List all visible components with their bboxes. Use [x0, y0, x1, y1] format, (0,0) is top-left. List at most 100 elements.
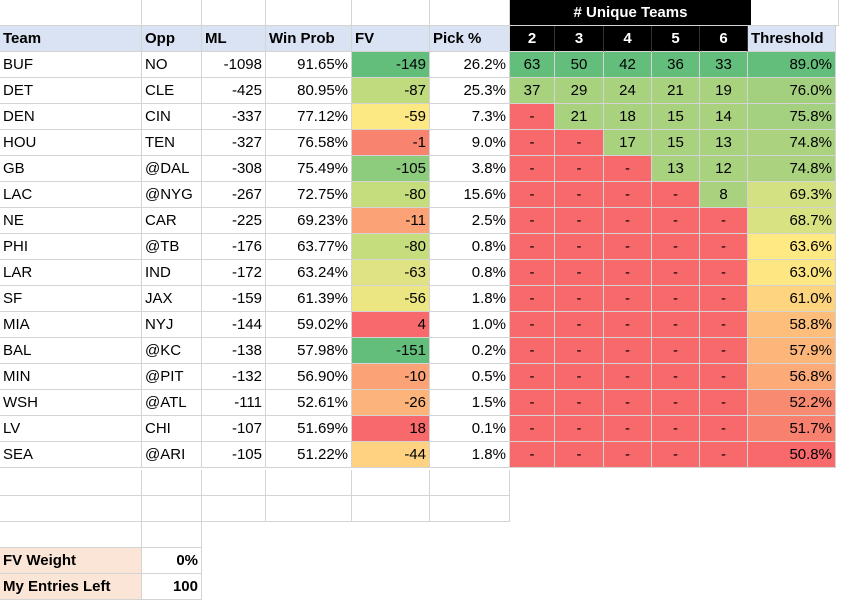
cell-opp[interactable]: CLE: [142, 78, 202, 104]
cell-unique-2[interactable]: -: [510, 312, 555, 338]
cell-unique-5[interactable]: -: [652, 312, 700, 338]
header-opp[interactable]: Opp: [142, 26, 202, 52]
cell-unique-2[interactable]: -: [510, 338, 555, 364]
cell-unique-3[interactable]: -: [555, 416, 604, 442]
cell-fv[interactable]: -1: [352, 130, 430, 156]
cell-unique-6[interactable]: -: [700, 234, 748, 260]
cell-opp[interactable]: CAR: [142, 208, 202, 234]
cell-fv[interactable]: -105: [352, 156, 430, 182]
cell-pick[interactable]: 9.0%: [430, 130, 510, 156]
cell-opp[interactable]: CIN: [142, 104, 202, 130]
cell-unique-4[interactable]: -: [604, 338, 652, 364]
cell-fv[interactable]: -44: [352, 442, 430, 468]
header-pick[interactable]: Pick %: [430, 26, 510, 52]
cell-unique-4[interactable]: -: [604, 312, 652, 338]
cell-threshold[interactable]: 74.8%: [748, 156, 836, 182]
cell-team[interactable]: LAR: [0, 260, 142, 286]
cell-unique-2[interactable]: -: [510, 156, 555, 182]
cell-unique-6[interactable]: -: [700, 364, 748, 390]
header-unique-2[interactable]: 2: [510, 26, 555, 52]
cell-empty[interactable]: [142, 0, 202, 26]
cell-opp[interactable]: @PIT: [142, 364, 202, 390]
cell-unique-4[interactable]: -: [604, 442, 652, 468]
cell-pick[interactable]: 26.2%: [430, 52, 510, 78]
fv-weight-label[interactable]: FV Weight: [0, 548, 142, 574]
cell-unique-3[interactable]: 29: [555, 78, 604, 104]
cell-unique-6[interactable]: -: [700, 286, 748, 312]
header-unique-4[interactable]: 4: [604, 26, 652, 52]
cell-winprob[interactable]: 51.69%: [266, 416, 352, 442]
cell-threshold[interactable]: 56.8%: [748, 364, 836, 390]
cell-threshold[interactable]: 75.8%: [748, 104, 836, 130]
cell-unique-2[interactable]: 63: [510, 52, 555, 78]
cell-winprob[interactable]: 57.98%: [266, 338, 352, 364]
cell-unique-6[interactable]: 33: [700, 52, 748, 78]
cell-threshold[interactable]: 68.7%: [748, 208, 836, 234]
cell-team[interactable]: BAL: [0, 338, 142, 364]
cell-unique-5[interactable]: -: [652, 416, 700, 442]
cell-winprob[interactable]: 63.24%: [266, 260, 352, 286]
cell-unique-2[interactable]: -: [510, 286, 555, 312]
cell-team[interactable]: GB: [0, 156, 142, 182]
cell-unique-6[interactable]: -: [700, 390, 748, 416]
cell-unique-4[interactable]: -: [604, 364, 652, 390]
cell-fv[interactable]: -10: [352, 364, 430, 390]
cell-unique-2[interactable]: -: [510, 104, 555, 130]
cell-unique-2[interactable]: -: [510, 234, 555, 260]
fv-weight-value[interactable]: 0%: [142, 548, 202, 574]
cell-unique-3[interactable]: -: [555, 312, 604, 338]
cell-opp[interactable]: CHI: [142, 416, 202, 442]
cell-team[interactable]: SEA: [0, 442, 142, 468]
cell-winprob[interactable]: 56.90%: [266, 364, 352, 390]
cell-unique-5[interactable]: 13: [652, 156, 700, 182]
cell-unique-2[interactable]: -: [510, 364, 555, 390]
cell-winprob[interactable]: 61.39%: [266, 286, 352, 312]
cell-empty[interactable]: [142, 522, 202, 548]
cell-unique-6[interactable]: 13: [700, 130, 748, 156]
cell-pick[interactable]: 0.8%: [430, 260, 510, 286]
cell-empty[interactable]: [202, 470, 266, 496]
cell-opp[interactable]: @TB: [142, 234, 202, 260]
cell-opp[interactable]: NO: [142, 52, 202, 78]
cell-team[interactable]: NE: [0, 208, 142, 234]
cell-unique-6[interactable]: 19: [700, 78, 748, 104]
cell-unique-4[interactable]: -: [604, 390, 652, 416]
cell-empty[interactable]: [142, 496, 202, 522]
cell-empty[interactable]: [751, 0, 839, 26]
cell-team[interactable]: PHI: [0, 234, 142, 260]
header-unique-5[interactable]: 5: [652, 26, 700, 52]
cell-unique-3[interactable]: -: [555, 260, 604, 286]
cell-pick[interactable]: 0.8%: [430, 234, 510, 260]
header-threshold[interactable]: Threshold: [748, 26, 836, 52]
cell-empty[interactable]: [352, 496, 430, 522]
cell-winprob[interactable]: 51.22%: [266, 442, 352, 468]
cell-unique-3[interactable]: -: [555, 130, 604, 156]
cell-threshold[interactable]: 57.9%: [748, 338, 836, 364]
unique-teams-header[interactable]: # Unique Teams: [510, 0, 751, 26]
cell-team[interactable]: DEN: [0, 104, 142, 130]
cell-threshold[interactable]: 50.8%: [748, 442, 836, 468]
cell-team[interactable]: WSH: [0, 390, 142, 416]
cell-threshold[interactable]: 51.7%: [748, 416, 836, 442]
cell-fv[interactable]: 4: [352, 312, 430, 338]
header-unique-6[interactable]: 6: [700, 26, 748, 52]
cell-unique-4[interactable]: 18: [604, 104, 652, 130]
cell-unique-3[interactable]: 21: [555, 104, 604, 130]
cell-opp[interactable]: IND: [142, 260, 202, 286]
cell-unique-3[interactable]: -: [555, 338, 604, 364]
cell-unique-5[interactable]: -: [652, 338, 700, 364]
cell-ml[interactable]: -138: [202, 338, 266, 364]
cell-ml[interactable]: -132: [202, 364, 266, 390]
cell-unique-4[interactable]: -: [604, 156, 652, 182]
cell-threshold[interactable]: 76.0%: [748, 78, 836, 104]
cell-unique-4[interactable]: -: [604, 234, 652, 260]
cell-ml[interactable]: -225: [202, 208, 266, 234]
cell-unique-2[interactable]: -: [510, 260, 555, 286]
cell-unique-3[interactable]: -: [555, 364, 604, 390]
cell-unique-4[interactable]: -: [604, 416, 652, 442]
cell-unique-5[interactable]: -: [652, 234, 700, 260]
cell-unique-2[interactable]: 37: [510, 78, 555, 104]
cell-unique-3[interactable]: -: [555, 208, 604, 234]
cell-fv[interactable]: -59: [352, 104, 430, 130]
cell-unique-6[interactable]: 14: [700, 104, 748, 130]
